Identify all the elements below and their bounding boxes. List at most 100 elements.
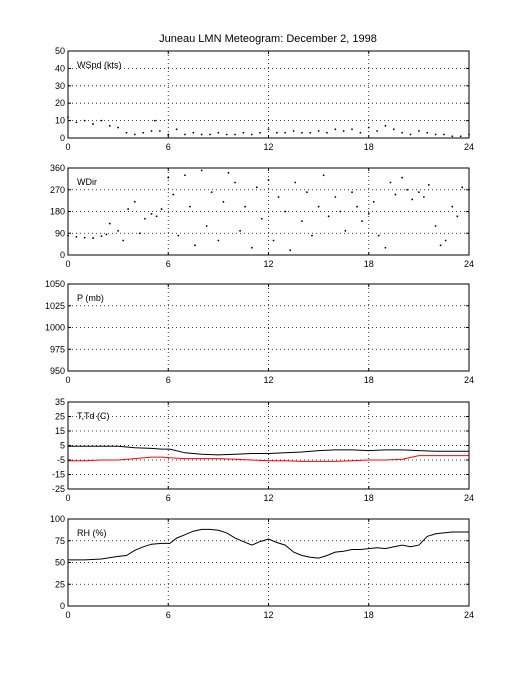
data-point (384, 124, 387, 127)
data-point (177, 234, 180, 237)
data-point (456, 215, 459, 218)
data-point (443, 133, 445, 136)
data-point (401, 176, 404, 179)
y-tick-label: 270 (50, 185, 65, 195)
x-tick-label: 18 (364, 142, 374, 152)
data-point (260, 217, 263, 220)
data-point (289, 249, 292, 252)
data-point (75, 235, 78, 238)
data-point (242, 131, 245, 134)
x-tick-label: 18 (364, 259, 374, 269)
x-tick-label: 6 (166, 610, 171, 620)
data-point (359, 131, 362, 134)
figure-title: Juneau LMN Meteogram: December 2, 1998 (159, 33, 377, 45)
x-tick-label: 0 (65, 610, 70, 620)
data-point (153, 119, 156, 122)
data-point (189, 205, 191, 208)
data-point (351, 191, 353, 194)
data-point (234, 133, 236, 136)
data-point (167, 133, 170, 136)
data-point (326, 131, 328, 134)
x-tick-label: 12 (263, 259, 273, 269)
x-tick-label: 6 (166, 493, 171, 503)
data-point (334, 196, 337, 198)
data-point (142, 131, 145, 134)
x-tick-label: 0 (65, 259, 70, 269)
y-tick-label: 75 (55, 536, 65, 546)
data-point (401, 131, 404, 134)
x-tick-label: 6 (166, 142, 171, 152)
y-tick-label: -5 (57, 455, 65, 465)
data-point (172, 193, 175, 196)
data-point (322, 174, 325, 177)
data-point (175, 128, 178, 131)
data-point (108, 124, 111, 127)
y-tick-label: 975 (50, 344, 65, 354)
data-point (155, 215, 158, 218)
data-point (459, 135, 462, 138)
data-point (361, 220, 363, 223)
data-point (225, 133, 228, 136)
data-point (317, 130, 320, 132)
y-tick-label: 180 (50, 207, 65, 217)
y-tick-label: 30 (55, 81, 65, 91)
data-point (217, 131, 220, 134)
data-point (160, 208, 163, 210)
series-line-0 (68, 528, 469, 561)
data-point (117, 126, 120, 129)
data-point (356, 205, 358, 208)
data-point (367, 213, 370, 215)
data-point (422, 196, 425, 198)
data-point (150, 130, 153, 132)
data-point (117, 229, 120, 232)
data-point (200, 133, 203, 136)
data-point (306, 191, 308, 194)
y-tick-label: -25 (52, 484, 65, 494)
y-tick-label: 5 (60, 441, 65, 451)
data-point (92, 237, 94, 239)
data-point (133, 133, 136, 136)
data-point (444, 239, 447, 242)
data-point (384, 246, 387, 249)
y-tick-label: 10 (55, 116, 65, 126)
data-point (277, 196, 280, 198)
data-point (344, 229, 347, 232)
data-point (100, 119, 103, 122)
data-point (451, 205, 454, 208)
data-point (272, 239, 275, 242)
axes-frame (67, 50, 470, 139)
data-point (411, 198, 414, 201)
x-tick-label: 24 (464, 259, 474, 269)
panel-label: T,Td (C) (77, 411, 110, 421)
y-tick-label: 20 (55, 98, 65, 108)
data-point (301, 131, 303, 134)
data-point (317, 205, 320, 208)
data-point (227, 171, 230, 174)
data-point (100, 235, 103, 238)
x-tick-label: 18 (364, 610, 374, 620)
data-point (392, 128, 395, 131)
data-point (275, 131, 278, 134)
data-point (184, 133, 186, 136)
data-point (327, 215, 330, 218)
data-point (200, 169, 203, 172)
data-point (127, 208, 130, 210)
y-tick-label: 25 (55, 579, 65, 589)
y-tick-label: 0 (60, 133, 65, 143)
data-point (294, 181, 297, 184)
data-point (205, 225, 208, 227)
data-point (394, 193, 397, 196)
x-tick-label: 12 (263, 375, 273, 385)
data-point (434, 133, 437, 136)
y-tick-label: 1050 (45, 279, 65, 289)
data-point (222, 200, 225, 203)
y-tick-label: -15 (52, 470, 65, 480)
x-tick-label: 24 (464, 375, 474, 385)
y-tick-label: 35 (55, 397, 65, 407)
panel-2: 0 6 12 18 24 950 975 1000 1025 1050 P (mb) (45, 279, 474, 385)
y-tick-label: 40 (55, 63, 65, 73)
panel-label: RH (%) (77, 528, 107, 538)
data-point (451, 135, 454, 138)
panel-3: 0 6 12 18 24 -25 -15 -5 5 15 25 35 T,Td (C) (52, 397, 474, 503)
